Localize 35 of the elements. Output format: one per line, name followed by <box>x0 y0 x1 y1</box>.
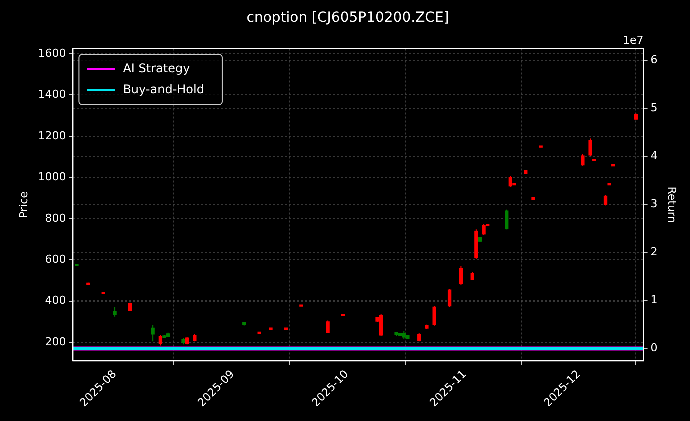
candlestick <box>113 306 117 318</box>
candlestick <box>158 334 163 346</box>
candlestick <box>379 314 384 337</box>
chart-title: cnoption [CJ605P10200.ZCE] <box>246 10 450 26</box>
candlestick <box>508 176 512 188</box>
y2-axis-title: Return <box>666 186 679 224</box>
candlestick <box>151 324 155 342</box>
legend-label: AI Strategy <box>123 61 190 76</box>
candlestick <box>459 266 464 286</box>
legend-label: Buy-and-Hold <box>123 82 204 96</box>
y2-tick-label: 3 <box>650 198 658 211</box>
candlestick <box>482 224 486 236</box>
y-tick-label: 1400 <box>38 88 66 102</box>
y-tick-label: 1600 <box>38 46 66 60</box>
y-tick-label: 800 <box>45 212 66 225</box>
y-tick-label: 600 <box>45 252 66 266</box>
candlestick <box>432 306 436 326</box>
y2-tick-label: 6 <box>650 54 658 67</box>
candlestick <box>604 194 608 206</box>
y-tick-label: 200 <box>45 335 66 348</box>
text: 1e7 <box>623 34 644 48</box>
candlestick <box>505 209 509 230</box>
y2-tick-label: 4 <box>650 150 658 163</box>
candlestick <box>588 138 592 157</box>
candlestick <box>326 320 330 334</box>
y2-tick-label: 1 <box>650 294 658 307</box>
y-tick-label: 1000 <box>38 170 66 184</box>
y2-tick-label: 2 <box>650 246 658 259</box>
y-axis-title: Price <box>17 191 30 218</box>
y-tick-label: 1200 <box>38 129 66 142</box>
y2-tick-label: 5 <box>650 102 658 115</box>
candlestick <box>448 288 452 308</box>
y-tick-label: 400 <box>45 294 66 308</box>
y2-tick-label: 0 <box>650 342 658 355</box>
candlestick <box>581 154 585 166</box>
